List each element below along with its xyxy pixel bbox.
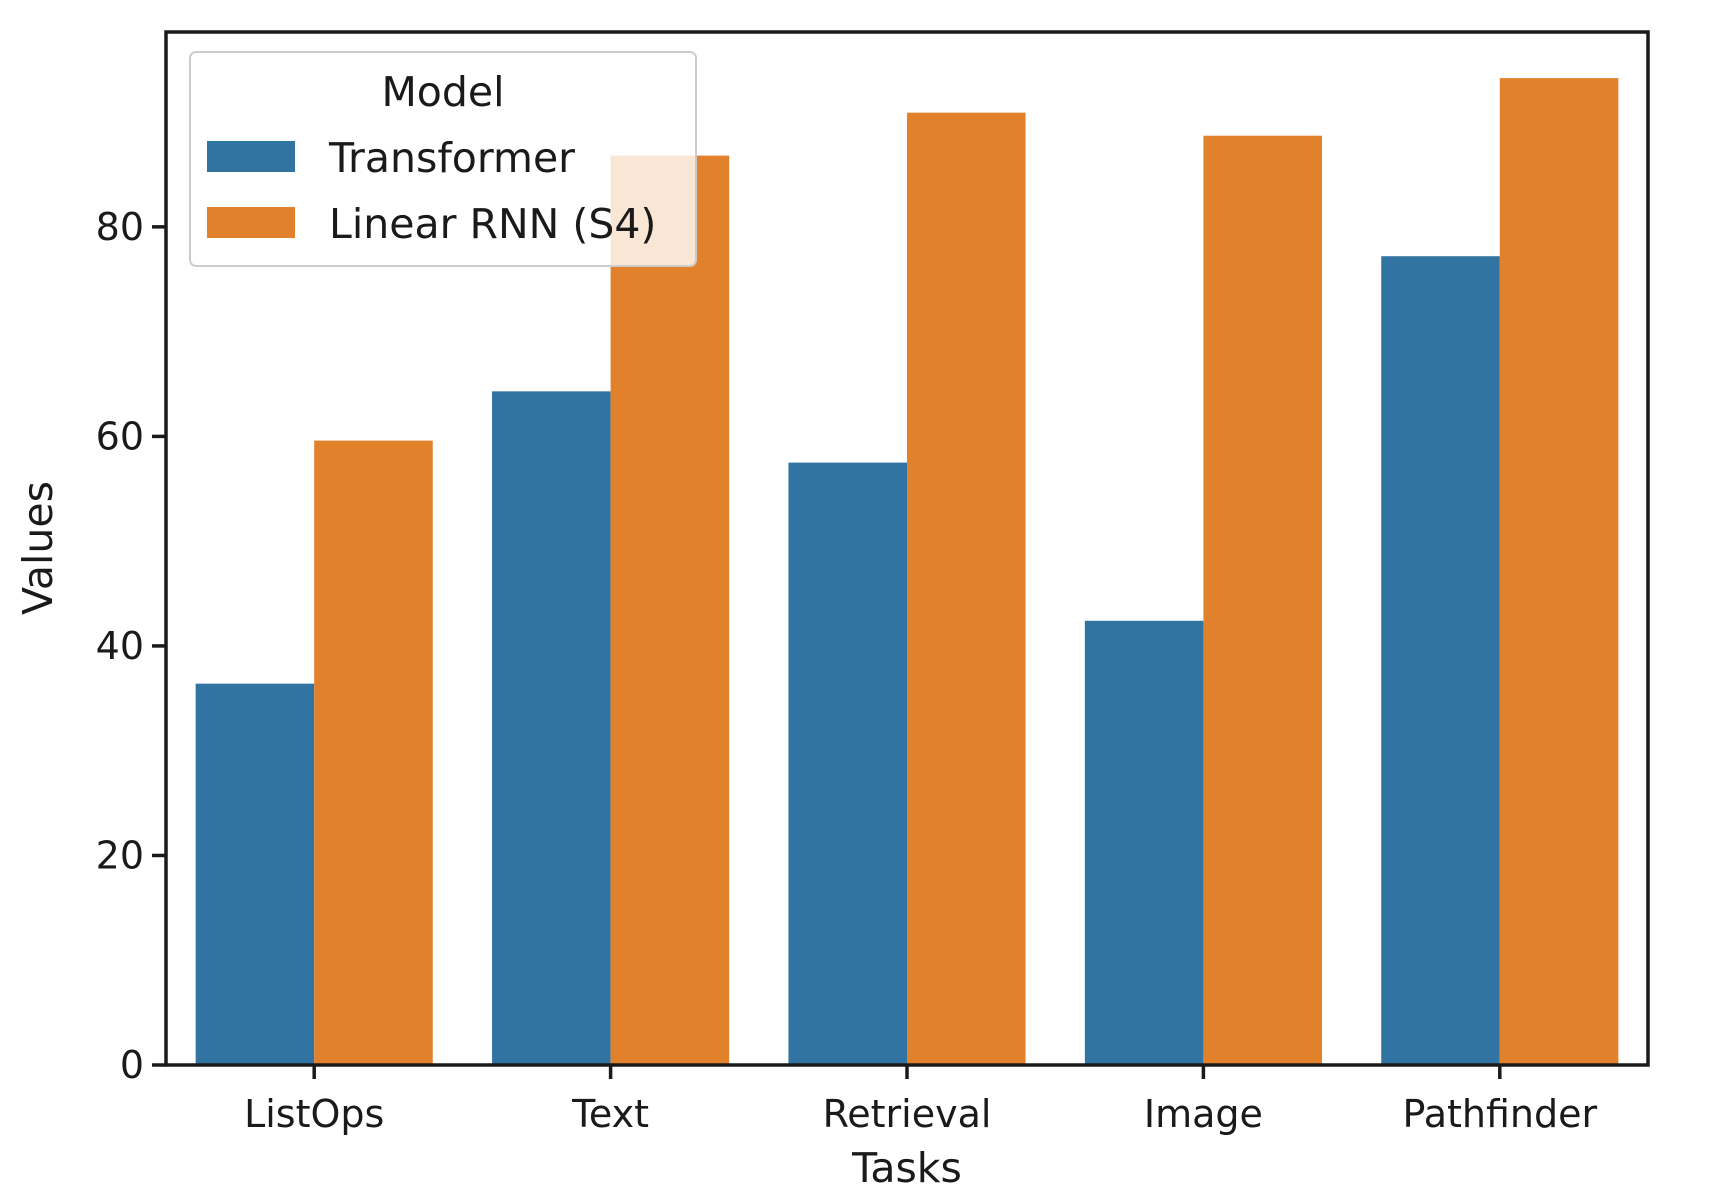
y-tick-label-0: 0	[120, 1043, 144, 1087]
legend-label-transformer: Transformer	[328, 134, 575, 182]
x-tick-label-text: Text	[571, 1092, 649, 1136]
x-tick-label-image: Image	[1144, 1092, 1263, 1136]
legend-label-linear-rnn: Linear RNN (S4)	[329, 200, 656, 248]
bars-layer	[195, 78, 1619, 1066]
bar-linear-rnn-s4-text	[610, 155, 730, 1065]
legend-title: Model	[381, 68, 504, 116]
y-axis-label: Values	[14, 481, 62, 615]
y-tick-label-40: 40	[96, 624, 144, 668]
x-axis-label: Tasks	[851, 1144, 962, 1190]
bar-linear-rnn-s4-retrieval	[907, 112, 1026, 1065]
legend-swatch-linear-rnn	[207, 207, 295, 238]
y-axis: 0 20 40 60 80	[96, 205, 166, 1087]
y-tick-label-60: 60	[96, 414, 144, 458]
x-tick-label-pathfinder: Pathfinder	[1402, 1092, 1597, 1136]
bar-transformer-text	[492, 391, 611, 1066]
bar-linear-rnn-s4-pathfinder	[1499, 78, 1619, 1066]
y-tick-label-80: 80	[96, 205, 144, 249]
bar-linear-rnn-s4-listops	[314, 440, 433, 1065]
x-tick-label-retrieval: Retrieval	[823, 1092, 992, 1136]
y-tick-label-20: 20	[96, 833, 144, 877]
bar-transformer-pathfinder	[1381, 256, 1500, 1065]
bar-transformer-image	[1084, 620, 1204, 1065]
legend-swatch-transformer	[207, 141, 295, 172]
bar-linear-rnn-s4-image	[1203, 135, 1322, 1066]
bar-transformer-listops	[195, 683, 315, 1065]
x-tick-label-listops: ListOps	[244, 1092, 384, 1136]
x-axis: ListOps Text Retrieval Image Pathfinder	[244, 1065, 1597, 1136]
bar-transformer-retrieval	[788, 462, 907, 1065]
legend: Model Transformer Linear RNN (S4)	[189, 51, 697, 267]
legend-box	[189, 51, 697, 267]
